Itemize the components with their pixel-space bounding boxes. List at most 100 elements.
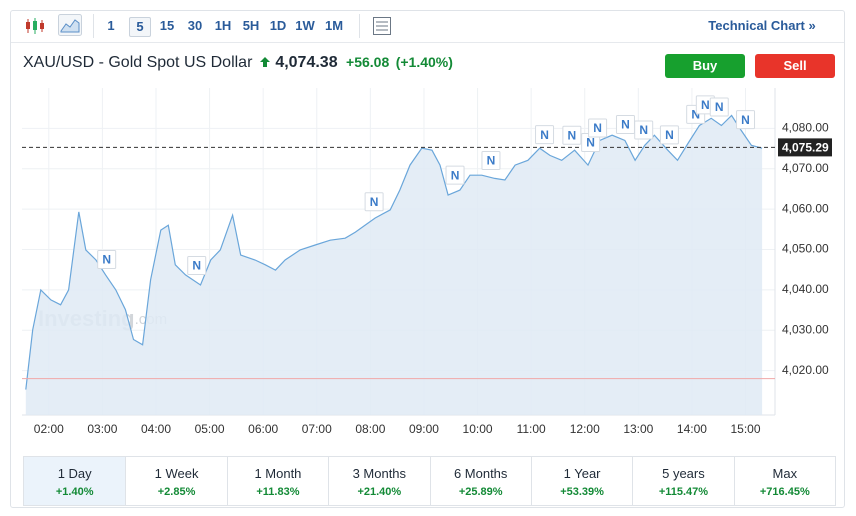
chart: Investing.com4,075.29NNNNNNNNNNNNNNNN02:… [22,88,832,436]
buy-button[interactable]: Buy [665,54,745,78]
period-name: 1 Year [563,466,601,481]
period-name: 1 Month [254,466,302,481]
period-change: +25.89% [458,486,503,498]
y-tick-label: 4,020.00 [782,363,829,377]
x-tick-label: 12:00 [570,422,600,436]
news-marker[interactable]: N [615,115,635,135]
news-marker[interactable]: N [634,120,654,140]
technical-chart-link[interactable]: Technical Chart » [708,18,816,33]
news-marker[interactable]: N [588,118,608,138]
news-marker-label: N [715,100,724,114]
period-tab[interactable]: 1 Day +1.40% [24,457,126,505]
x-tick-label: 08:00 [355,422,385,436]
news-marker[interactable]: N [709,97,729,117]
news-marker-label: N [102,253,111,267]
x-tick-label: 15:00 [731,422,761,436]
period-change: +53.39% [560,486,604,498]
period-tab[interactable]: 3 Months +21.40% [328,457,429,505]
price: 4,074.38 [275,54,338,71]
y-tick-label: 4,030.00 [782,322,829,336]
current-price-label: 4,075.29 [782,141,829,155]
news-marker[interactable]: N [445,165,465,185]
period-tab[interactable]: 1 Year +53.39% [530,457,632,505]
news-marker-label: N [586,136,595,150]
period-change: +716.45% [759,486,810,498]
interval-button[interactable]: 30 [187,18,203,33]
sell-button[interactable]: Sell [755,54,835,78]
line [25,114,763,390]
change-pct: (+1.40%) [395,54,453,70]
up-arrow [259,57,270,67]
period-name: 1 Week [154,466,199,481]
separator [359,14,360,38]
news-marker-box [97,249,117,269]
news-marker-label: N [741,113,750,127]
news-marker[interactable]: N [364,192,384,212]
candle-icon[interactable] [24,16,46,36]
news-marker-box [445,165,465,185]
news-marker-box [709,97,729,117]
news-marker-box [364,192,384,212]
x-tick-label: 10:00 [463,422,493,436]
x-tick-label: 03:00 [87,422,117,436]
news-marker-box [588,118,608,138]
interval-button[interactable]: 1M [324,18,344,33]
frame [10,10,845,508]
period-name: 3 Months [352,466,407,481]
news-marker-label: N [639,123,648,137]
y-tick-label: 4,060.00 [782,201,829,215]
period-change: +11.83% [256,486,300,498]
period-tabs: 1 Day +1.40% 1 Week +2.85% 1 Month +11.83% 3 M… [23,456,836,506]
period-tab[interactable]: 6 Months +25.89% [429,457,531,505]
news-marker-label: N [568,128,577,142]
period-name: 1 Day [57,466,92,481]
period-name: Max [772,466,798,481]
y-tick-label: 4,070.00 [782,161,829,175]
news-marker-label: N [192,259,201,273]
x-tick-label: 04:00 [141,422,171,436]
period-change: +1.40% [55,486,94,498]
news-marker-box [562,125,582,145]
interval-button[interactable]: 5H [242,18,260,33]
interval-button[interactable]: 1W [295,18,315,33]
news-marker[interactable]: N [736,110,756,130]
interval-button[interactable]: 1H [214,18,232,33]
news-marker-label: N [701,98,710,112]
table-icon[interactable] [372,16,392,36]
x-tick-label: 13:00 [623,422,653,436]
period-change: +21.40% [357,486,402,498]
news-marker[interactable]: N [562,125,582,145]
separator [93,14,94,38]
news-marker-box [736,110,756,130]
divider [11,42,844,43]
interval-button[interactable]: 1 [107,18,115,33]
news-marker[interactable]: N [535,125,555,145]
news-marker[interactable]: N [187,255,207,275]
news-marker-box [634,120,654,140]
area-icon[interactable] [58,14,82,36]
x-tick-label: 11:00 [517,422,546,436]
period-tab[interactable]: 5 years +115.47% [632,457,733,505]
period-tab[interactable]: Max +716.45% [733,457,835,505]
period-tab[interactable]: 1 Week +2.85% [125,457,226,505]
area [25,115,763,415]
news-marker[interactable]: N [97,249,117,269]
x-tick-label: 02:00 [34,422,64,436]
x-tick-label: 09:00 [409,422,439,436]
x-tick-label: 05:00 [195,422,225,436]
interval-button[interactable]: 15 [159,18,175,33]
news-marker-label: N [370,195,379,209]
news-marker-label: N [621,118,630,132]
period-tab[interactable]: 1 Month +11.83% [226,457,328,505]
interval-button[interactable]: 5 [129,17,151,37]
period-change: +115.47% [658,486,709,498]
interval-button[interactable]: 1D [269,18,287,33]
y-tick-label: 4,050.00 [782,242,829,256]
news-marker[interactable]: N [659,125,679,145]
period-name: 5 years [662,466,705,481]
x-tick-label: 07:00 [302,422,332,436]
news-marker-label: N [593,121,602,135]
news-marker[interactable]: N [481,150,501,170]
instrument-name: XAU/USD - Gold Spot US Dollar [23,54,253,71]
